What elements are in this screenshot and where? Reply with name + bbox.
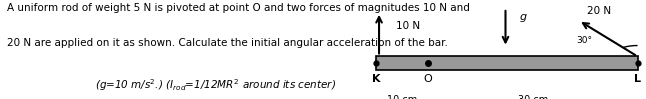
Text: K: K [372, 74, 380, 84]
Bar [376, 56, 638, 70]
Text: 30°: 30° [576, 36, 592, 45]
Text: 10 N: 10 N [396, 21, 420, 31]
Text: A uniform rod of weight 5 N is pivoted at point O and two forces of magnitudes 1: A uniform rod of weight 5 N is pivoted a… [7, 3, 470, 13]
Text: O: O [424, 74, 433, 84]
Text: 30 cm: 30 cm [517, 95, 548, 99]
Text: 10 cm: 10 cm [387, 95, 417, 99]
Text: 20 N are applied on it as shown. Calculate the initial angular acceleration of t: 20 N are applied on it as shown. Calcula… [7, 38, 448, 48]
Text: g: g [519, 12, 526, 22]
Text: L: L [634, 74, 641, 84]
Text: 20 N: 20 N [587, 6, 611, 16]
Text: ($g$=10 m/s$^2$.) ($I_{rod}$=1/12$MR^2$ around its center): ($g$=10 m/s$^2$.) ($I_{rod}$=1/12$MR^2$ … [95, 77, 336, 93]
